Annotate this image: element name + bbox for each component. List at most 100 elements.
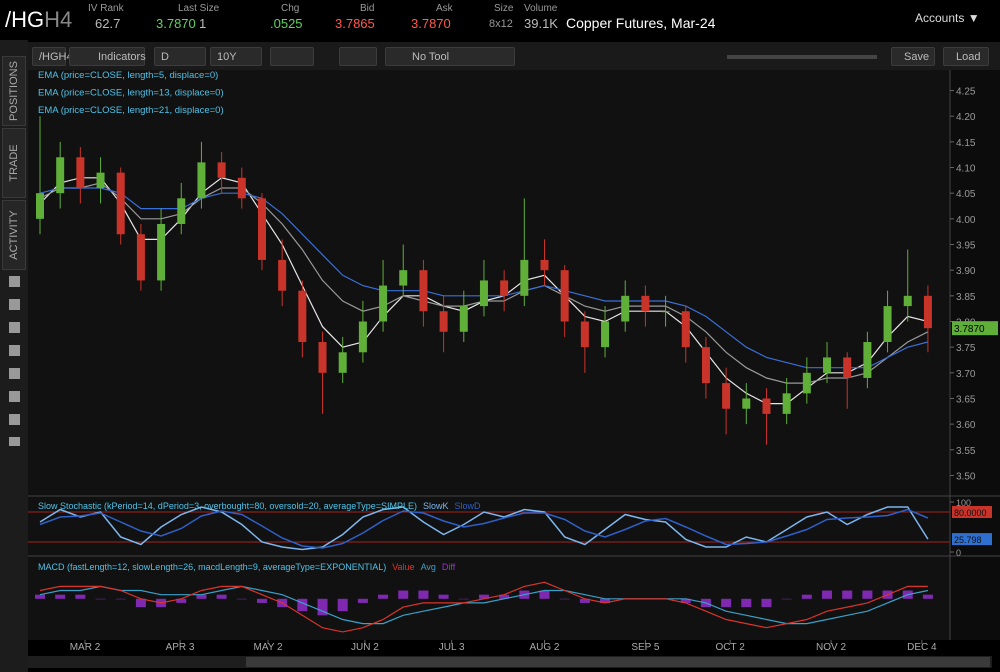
side-tab[interactable]: ACTIVITY [2,200,26,270]
candle-body [318,342,327,373]
histogram-bar [216,594,227,599]
histogram-bar [95,598,106,600]
candle-body [338,352,347,373]
field-value: 62.7 [95,16,121,31]
y-tick-label: 4.05 [956,189,976,200]
candle-body [278,259,287,291]
y-tick-label: 3.65 [956,394,976,405]
symbol-root: /HG [5,7,45,32]
candle-body [177,198,186,224]
series-line [39,581,928,633]
field-label: Bid [360,3,375,14]
save-button[interactable]: Save [891,47,935,66]
field-label: Ask [436,3,453,14]
histogram-bar [499,594,510,599]
histogram-bar [539,590,550,599]
zoom-slider[interactable] [727,55,877,59]
drawing-select[interactable] [339,47,377,66]
candle-body [661,311,670,313]
symbol-box[interactable]: /HGH4 [32,47,73,66]
candle-body [762,398,771,414]
candle-body [883,306,892,343]
indicators-button[interactable]: Indicators [69,47,146,66]
series-line [39,585,929,625]
histogram-bar [378,594,389,599]
candle-body [520,259,529,296]
candle-body [419,270,428,312]
y-tick-label: 3.90 [956,266,976,277]
histogram-bar [357,598,368,603]
candle-body [621,295,630,322]
period-select[interactable]: 10Y [210,47,262,66]
histogram-bar [922,594,933,599]
candle-body [56,157,65,194]
histogram-bar [256,598,267,603]
candle-body [681,311,690,348]
legend-entry: Avg [421,562,436,572]
candle-body [197,162,206,199]
histogram-bar [55,594,66,599]
candle-body [863,342,872,378]
field-label: IV Rank [88,3,124,14]
style-select[interactable] [270,47,314,66]
load-button[interactable]: Load [943,47,989,66]
y-tick-label: 4.25 [956,87,976,98]
panel-title: MACD (fastLength=12, slowLength=26, macd… [38,562,386,572]
candle-body [843,357,852,378]
scroll-thumb[interactable] [246,657,990,667]
candle-body [540,259,549,271]
value-tag [952,533,992,546]
candle-body [379,285,388,322]
x-tick-label: APR 3 [166,642,195,653]
candle-body [560,270,569,322]
sidebar-icons[interactable] [9,276,20,446]
legend-entry: Value [392,562,414,572]
accounts-menu[interactable]: Accounts ▼ [915,11,980,25]
tool-select[interactable]: No Tool [385,47,515,66]
field-label: Last Size [178,3,220,14]
field-label: Size [494,3,514,14]
candle-body [96,172,105,189]
candle-body [358,321,367,353]
candle-body [782,393,791,414]
x-tick-label: MAR 2 [70,642,101,653]
field-value: 3.7870 [156,16,196,31]
series-line [39,506,929,551]
y-tick-label: 4.00 [956,215,976,226]
legend-entry: Diff [442,562,456,572]
histogram-bar [822,590,833,599]
legend-entry: EMA (price=CLOSE, length=21, displace=0) [38,105,224,116]
y-tick-label: 3.95 [956,241,976,252]
value-tag-label: 25.798 [954,535,982,545]
symbol: /HGH4 [5,7,72,33]
histogram-bar [600,598,611,603]
candle-body [439,311,448,332]
histogram-bar [176,598,187,603]
candle-body [923,295,932,329]
candle-body [641,295,650,312]
histogram-bar [438,594,449,599]
candle-body [802,372,811,394]
aggregation-select[interactable]: D [154,47,206,66]
panel-title: Slow Stochastic (kPeriod=14, dPeriod=3, … [38,501,417,511]
side-tab[interactable]: POSITIONS [2,56,26,126]
candle-body [298,290,307,343]
histogram-bar [418,590,429,599]
legend-entry: EMA (price=CLOSE, length=13, displace=0) [38,88,224,99]
histogram-bar [579,598,590,603]
histogram-bar [35,594,45,599]
candle-body [459,306,468,332]
candle-body [823,357,832,373]
plot-area [28,70,950,640]
side-tab[interactable]: TRADE [2,128,26,198]
histogram-bar [781,598,792,600]
x-tick-label: JUL 3 [439,642,465,653]
y-tick-label: 100 [956,498,971,508]
field-value: 3.7865 [335,16,375,31]
candle-body [903,295,912,307]
field-extra: 1 [199,16,207,31]
field-value: .0525 [270,16,303,31]
y-tick-label: 4.20 [956,112,976,123]
y-tick-label: 3.50 [956,471,976,482]
